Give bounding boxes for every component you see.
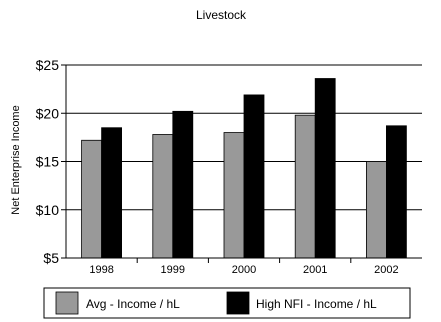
x-tick-labels: 1998 1999 2000 2001 2002 <box>89 264 398 276</box>
legend-swatch-avg <box>55 291 79 315</box>
y-tick-labels: $5 $10 $15 $20 $25 <box>36 57 60 266</box>
y-tick-label: $5 <box>43 250 59 266</box>
bar-avg <box>365 161 387 259</box>
bar-high-nfi <box>172 110 194 259</box>
x-tick-label: 1999 <box>161 264 185 276</box>
x-tick-label: 2000 <box>232 264 256 276</box>
legend-label-high-nfi: High NFI - Income / hL <box>256 297 377 311</box>
bar-avg <box>294 114 316 259</box>
x-tick-label: 1998 <box>89 264 113 276</box>
y-tick-label: $10 <box>36 202 60 218</box>
x-tick-label: 2001 <box>303 264 327 276</box>
y-tick-label: $20 <box>36 105 60 121</box>
chart-title: Livestock <box>196 8 247 22</box>
bar-high-nfi <box>385 125 407 259</box>
bar-high-nfi <box>314 78 336 259</box>
legend-swatch-high-nfi <box>226 291 250 315</box>
y-tick-label: $15 <box>36 154 60 170</box>
axes <box>61 64 422 263</box>
bar-high-nfi <box>243 94 265 259</box>
y-tick-label: $25 <box>36 57 60 73</box>
bar-avg <box>81 139 102 259</box>
bar-avg <box>223 132 245 259</box>
legend: Avg - Income / hL High NFI - Income / hL <box>43 287 411 319</box>
bars <box>81 78 407 259</box>
y-axis-title: Net Enterprise Income <box>10 105 22 214</box>
x-tick-label: 2002 <box>374 264 398 276</box>
bar-high-nfi <box>101 127 122 259</box>
legend-label-avg: Avg - Income / hL <box>86 297 180 311</box>
bar-avg <box>152 134 174 259</box>
